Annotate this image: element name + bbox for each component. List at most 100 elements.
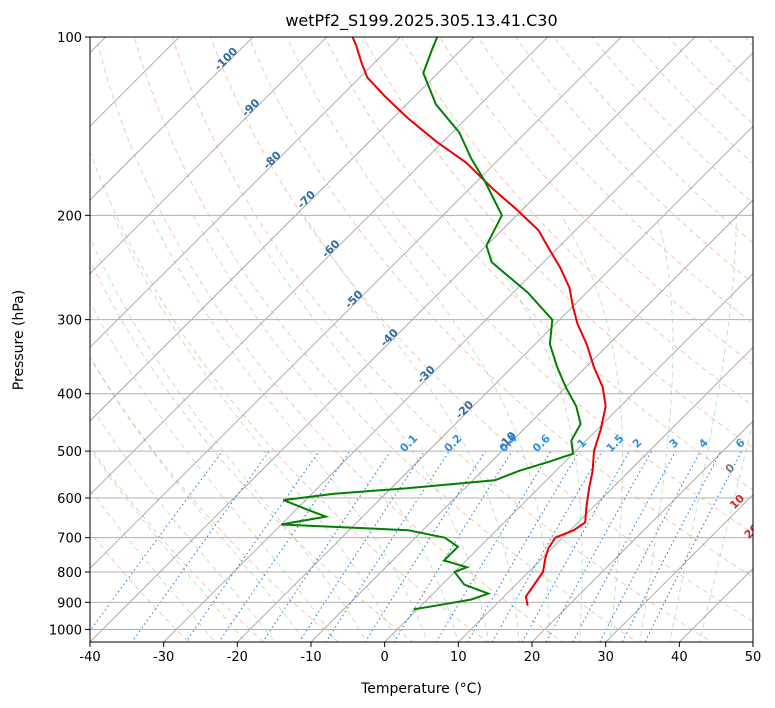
dry-adiabat bbox=[744, 37, 753, 47]
moist-adiabat bbox=[560, 215, 623, 642]
isotherm bbox=[90, 37, 622, 569]
isotherm-label: -90 bbox=[239, 96, 262, 119]
mixing-ratio-line bbox=[131, 450, 270, 642]
x-tick-label: -40 bbox=[79, 650, 100, 665]
x-tick-label: -20 bbox=[227, 650, 248, 665]
isotherm-label: -20 bbox=[453, 398, 476, 421]
isotherm-label: -40 bbox=[378, 326, 401, 349]
dry-adiabat bbox=[171, 37, 713, 642]
x-tick-label: 50 bbox=[745, 650, 762, 665]
mixing-ratio-line bbox=[644, 450, 743, 642]
mixing-ratio-line bbox=[545, 450, 653, 642]
x-tick-label: 10 bbox=[450, 650, 467, 665]
y-tick-label: 900 bbox=[57, 596, 82, 611]
mixing-ratio-label: 8 bbox=[763, 436, 775, 451]
moist-adiabat bbox=[462, 215, 583, 642]
y-axis-label: Pressure (hPa) bbox=[11, 290, 27, 390]
x-tick-label: 0 bbox=[381, 650, 389, 665]
isotherm-label: -60 bbox=[319, 237, 342, 260]
mixing-ratio-line bbox=[298, 450, 425, 642]
y-tick-label: 800 bbox=[57, 566, 82, 581]
dry-adiabat bbox=[400, 37, 753, 407]
mixing-ratio-line bbox=[262, 450, 392, 642]
moist-adiabat bbox=[90, 404, 276, 642]
x-axis-label: Temperature (°C) bbox=[360, 681, 482, 697]
y-tick-label: 100 bbox=[57, 31, 82, 46]
isotherm-label: -80 bbox=[261, 148, 284, 171]
x-tick-label: -10 bbox=[300, 650, 321, 665]
x-tick-label: -30 bbox=[153, 650, 174, 665]
moist-adiabat bbox=[303, 215, 520, 642]
y-tick-label: 1000 bbox=[49, 623, 82, 638]
chart-title: wetPf2_S199.2025.305.13.41.C30 bbox=[285, 11, 557, 31]
sounding-series bbox=[281, 37, 607, 611]
y-tick-label: 500 bbox=[57, 445, 82, 460]
dry-adiabat bbox=[515, 37, 753, 284]
isotherm bbox=[90, 37, 549, 496]
y-tick-label: 300 bbox=[57, 314, 82, 329]
moist-adiabat bbox=[193, 215, 459, 642]
mixing-ratio-line bbox=[621, 450, 722, 642]
moist-adiabat bbox=[90, 355, 306, 642]
mixing-ratio-line bbox=[521, 450, 630, 642]
isotherm bbox=[90, 37, 401, 348]
moist-adiabat bbox=[90, 488, 216, 642]
line-labels: -100-90-80-70-60-50-40-30-20-100.1 0.2 0.4… bbox=[212, 44, 775, 598]
y-tick-label: 600 bbox=[57, 492, 82, 507]
isotherm bbox=[531, 420, 753, 642]
x-axis-ticks: -40 -30 -20 -10 0 10 20 30 40 50 bbox=[79, 642, 761, 665]
isotherm bbox=[90, 37, 475, 422]
dry-adiabat bbox=[438, 37, 753, 365]
moist-adiabat-label: 40 bbox=[770, 578, 775, 598]
dry-adiabat bbox=[765, 0, 775, 654]
moist-adiabat bbox=[669, 215, 737, 642]
y-tick-label: 700 bbox=[57, 532, 82, 547]
isotherm bbox=[90, 37, 328, 275]
moist-adiabat bbox=[90, 447, 246, 642]
mixing-ratio-label: 2 bbox=[630, 436, 645, 451]
dry-adiabat bbox=[324, 37, 753, 491]
dry-adiabat bbox=[248, 37, 753, 578]
moist-adiabat-label: 10 bbox=[727, 492, 747, 512]
moist-adiabat bbox=[376, 215, 550, 642]
dry-adiabat bbox=[90, 150, 489, 642]
dry-adiabat bbox=[133, 37, 638, 642]
moist-adiabat-label: 0 bbox=[723, 461, 738, 476]
moist-adiabat bbox=[243, 215, 490, 642]
moist-adiabat bbox=[90, 236, 367, 642]
x-tick-label: 30 bbox=[597, 650, 614, 665]
dry-adiabat bbox=[95, 37, 564, 642]
x-tick-label: 40 bbox=[671, 650, 688, 665]
dry-adiabat bbox=[90, 356, 339, 642]
moist-adiabat bbox=[639, 215, 674, 642]
dry-adiabat bbox=[362, 37, 753, 449]
isotherm bbox=[605, 494, 753, 642]
isotherm bbox=[752, 641, 753, 642]
isotherm-label: -70 bbox=[295, 188, 318, 211]
dewpoint-line bbox=[281, 37, 582, 611]
isotherm bbox=[310, 199, 753, 642]
isotherm-label: -100 bbox=[212, 44, 241, 73]
mixing-ratio-line bbox=[185, 450, 320, 642]
pressure-gridlines bbox=[90, 37, 753, 630]
dry-adiabat bbox=[706, 37, 753, 86]
isotherm bbox=[384, 273, 753, 642]
dry-adiabat bbox=[591, 37, 753, 204]
dry-adiabat bbox=[477, 37, 753, 324]
mixing-ratio-label: 1 bbox=[575, 436, 590, 451]
plot-frame bbox=[89, 36, 754, 643]
isotherm bbox=[236, 125, 753, 642]
mixing-ratio-line bbox=[393, 450, 513, 642]
y-tick-label: 400 bbox=[57, 388, 82, 403]
moist-adiabat bbox=[112, 215, 398, 642]
dry-adiabat bbox=[90, 531, 190, 642]
moist-adiabat-label: 30 bbox=[754, 549, 774, 569]
mixing-ratio-label: 6 bbox=[733, 436, 748, 451]
isotherm bbox=[163, 52, 753, 642]
isotherm bbox=[90, 37, 180, 127]
dry-adiabat bbox=[90, 445, 265, 642]
moist-adiabat bbox=[699, 421, 753, 642]
x-tick-label: 20 bbox=[524, 650, 541, 665]
isotherm bbox=[90, 37, 254, 201]
